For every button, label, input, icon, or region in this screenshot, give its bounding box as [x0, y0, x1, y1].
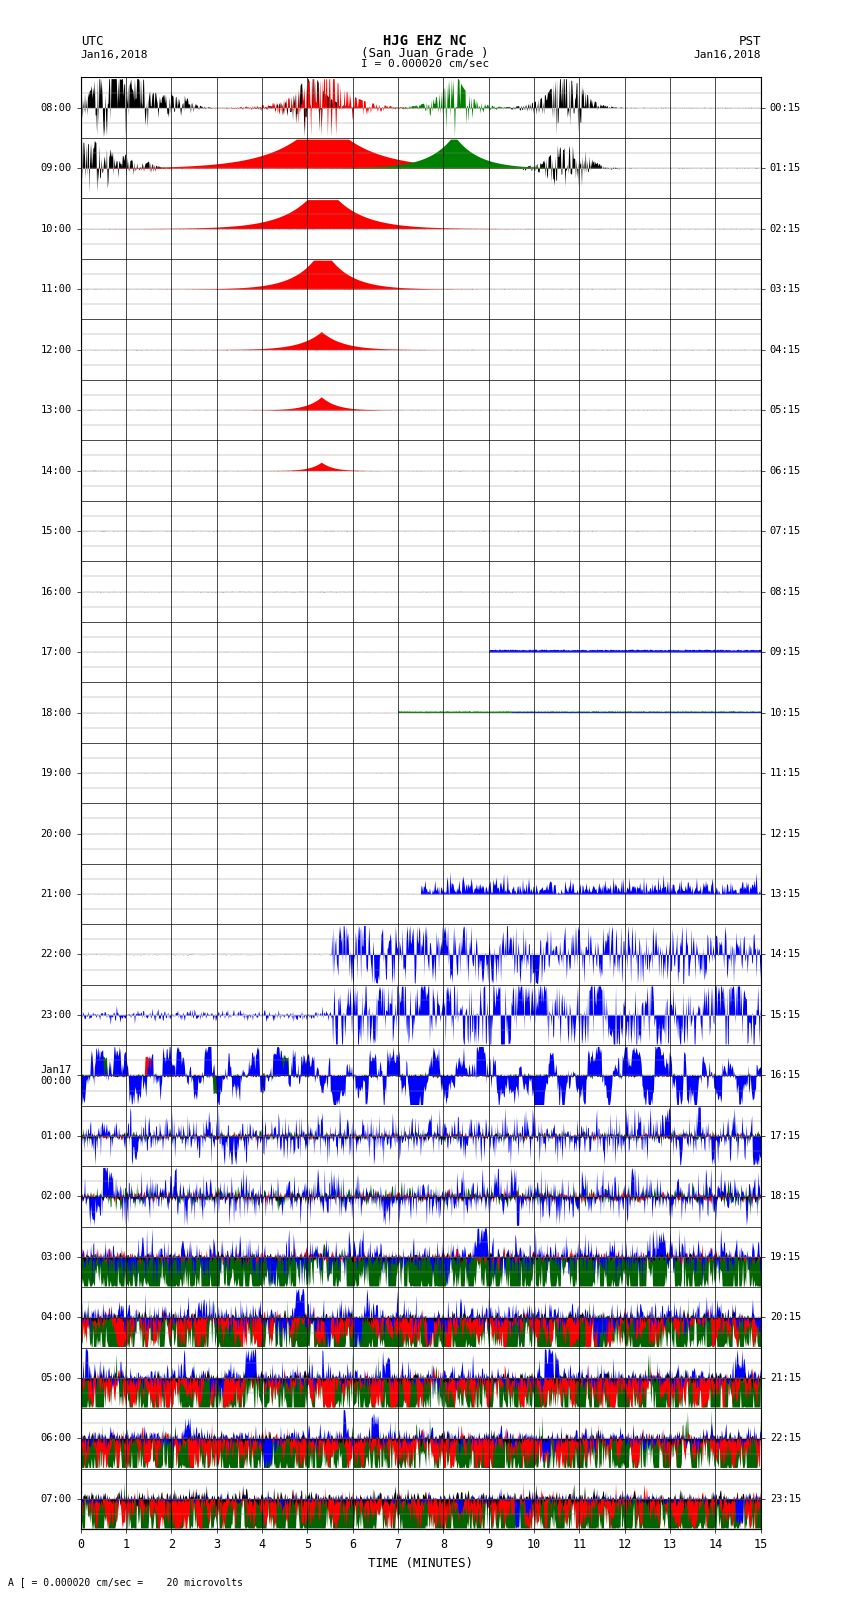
Text: PST: PST — [739, 35, 761, 48]
Text: A [ = 0.000020 cm/sec =    20 microvolts: A [ = 0.000020 cm/sec = 20 microvolts — [8, 1578, 243, 1587]
Text: UTC: UTC — [81, 35, 103, 48]
Text: HJG EHZ NC: HJG EHZ NC — [383, 34, 467, 48]
Text: (San Juan Grade ): (San Juan Grade ) — [361, 47, 489, 60]
Text: Jan16,2018: Jan16,2018 — [694, 50, 761, 60]
Text: Jan16,2018: Jan16,2018 — [81, 50, 148, 60]
Text: I = 0.000020 cm/sec: I = 0.000020 cm/sec — [361, 60, 489, 69]
X-axis label: TIME (MINUTES): TIME (MINUTES) — [368, 1557, 473, 1569]
